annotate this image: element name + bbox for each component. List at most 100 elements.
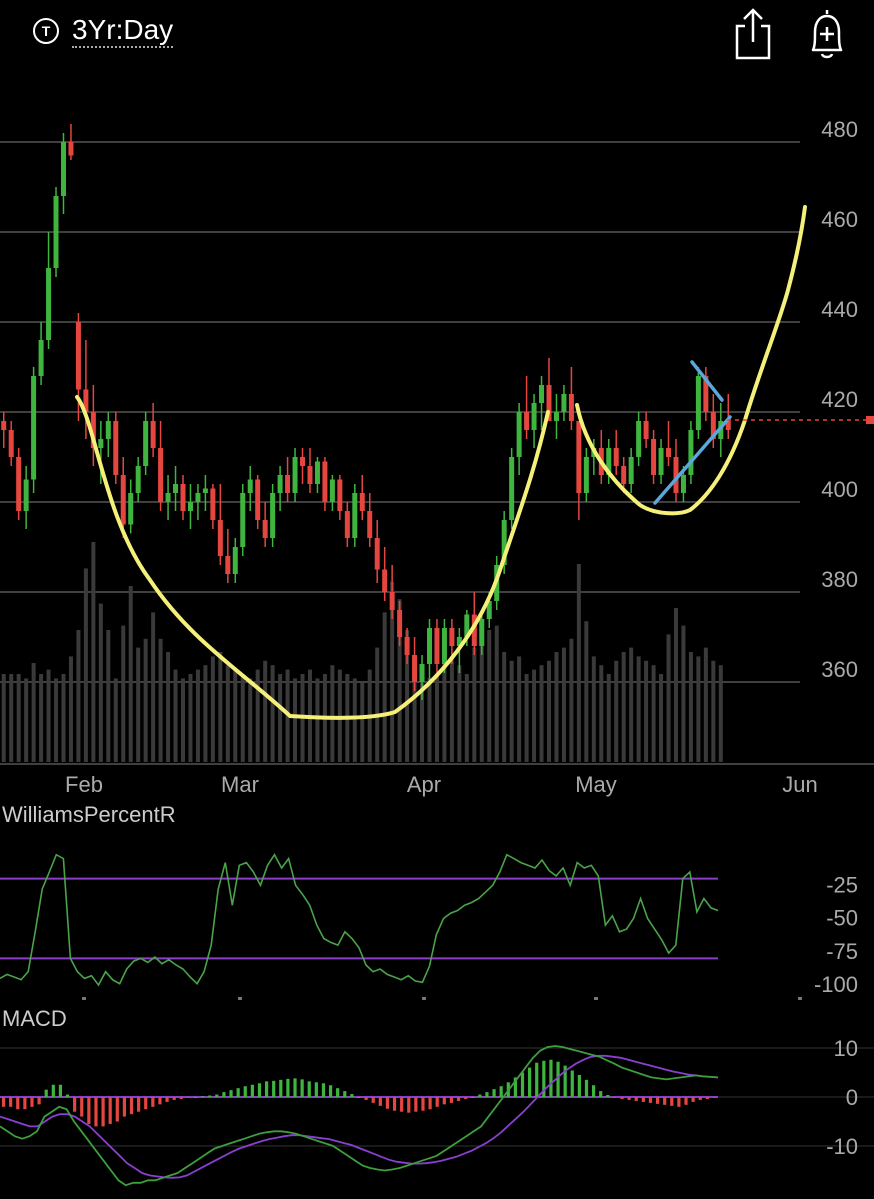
candle-body <box>158 448 164 502</box>
macd-histogram-bar <box>641 1097 645 1102</box>
candle-body <box>546 385 552 421</box>
macd-histogram-bar <box>37 1097 41 1105</box>
macd-histogram-bar <box>293 1078 297 1097</box>
candle-body <box>113 421 119 475</box>
volume-bar <box>479 634 484 762</box>
macd-histogram-bar <box>705 1097 709 1099</box>
volume-bar <box>524 674 529 762</box>
volume-bar <box>128 586 133 762</box>
macd-histogram-bar <box>428 1097 432 1110</box>
volume-bar <box>427 678 432 762</box>
macd-histogram-bar <box>556 1061 560 1097</box>
macd-histogram-bar <box>677 1097 681 1107</box>
macd-histogram-bar <box>385 1097 390 1109</box>
volume-bar <box>390 581 395 762</box>
volume-bar <box>173 669 178 762</box>
bell-plus-icon[interactable] <box>800 6 850 62</box>
period-selector[interactable]: 3Yr:Day <box>72 14 174 48</box>
candle-body <box>688 430 694 475</box>
volume-bar <box>502 652 507 762</box>
volume-bar <box>688 652 693 762</box>
macd-histogram-bar <box>499 1086 503 1097</box>
candle-body <box>486 601 492 619</box>
macd-histogram-bar <box>627 1097 631 1100</box>
macd-histogram-bar <box>101 1097 105 1127</box>
date-tick-mark <box>238 997 242 1000</box>
macd-histogram-bar <box>485 1092 489 1097</box>
macd-line <box>0 1045 719 1187</box>
candle-body <box>165 493 171 502</box>
macd-histogram-bar <box>364 1097 368 1100</box>
macd-histogram-bar <box>80 1097 84 1117</box>
macd-histogram-bar <box>307 1081 311 1097</box>
candle-body <box>509 457 515 520</box>
macd-histogram-bar <box>250 1084 254 1097</box>
candle-body <box>150 421 156 448</box>
candle-body <box>307 466 313 484</box>
price-tick-label: 380 <box>821 567 858 592</box>
macd-histogram-bar <box>272 1080 276 1097</box>
macd-histogram-bar <box>158 1097 162 1105</box>
macd-histogram-bar <box>620 1097 624 1099</box>
candle-body <box>680 475 686 493</box>
volume-bar <box>375 647 380 762</box>
volume-bar <box>76 630 81 762</box>
candle-body <box>636 421 642 457</box>
candle-body <box>367 511 373 538</box>
volume-bar <box>136 647 141 762</box>
macd-histogram-bar <box>449 1097 454 1103</box>
timeframe-icon[interactable]: T <box>33 18 59 44</box>
price-tick-label: 480 <box>821 117 858 142</box>
volume-bar <box>263 660 268 762</box>
volume-bar <box>1 674 6 762</box>
candle-body <box>479 619 485 646</box>
volume-bar <box>360 682 365 762</box>
macd-histogram-bar <box>648 1097 653 1103</box>
macd-histogram-bar <box>570 1070 574 1097</box>
macd-axis: 10 0 -10 <box>826 1036 858 1159</box>
macd-histogram-bar <box>257 1083 262 1097</box>
macd-histogram-bar <box>414 1097 418 1112</box>
candle-body <box>695 376 701 430</box>
volume-bar <box>659 674 664 762</box>
volume-bar <box>188 674 193 762</box>
candle-body <box>270 493 276 538</box>
volume-bar <box>46 669 51 762</box>
candle-body <box>419 664 425 682</box>
macd-histogram-bar <box>435 1097 439 1107</box>
macd-histogram-bar <box>684 1097 688 1105</box>
macd-histogram-bar <box>542 1060 546 1097</box>
volume-bar <box>554 652 559 762</box>
volume-bar <box>16 674 21 762</box>
volume-bar <box>442 652 447 762</box>
macd-histogram-bar <box>87 1097 91 1124</box>
volume-bar <box>576 564 581 762</box>
candle-body <box>38 340 44 376</box>
volume-bar <box>106 630 111 762</box>
candle-body <box>1 421 7 430</box>
candle-body <box>673 457 679 493</box>
price-tick-label: 420 <box>821 387 858 412</box>
volume-bar <box>621 652 626 762</box>
candle-body <box>46 268 52 340</box>
macd-histogram-bar <box>421 1097 425 1111</box>
volume-bar <box>457 665 462 762</box>
macd-histogram-bar <box>44 1089 48 1097</box>
volume-bar <box>569 638 574 762</box>
candle-body <box>60 142 66 196</box>
candle-body <box>426 628 432 664</box>
share-icon[interactable] <box>728 6 778 62</box>
macd-histogram-bar <box>357 1097 361 1098</box>
volume-bar <box>644 660 649 762</box>
volume-bar <box>703 647 708 762</box>
macd-histogram-bar <box>606 1095 610 1097</box>
candle-body <box>613 448 619 466</box>
cup-curve <box>75 395 550 720</box>
macd-histogram-bar <box>229 1090 233 1097</box>
candle-body <box>621 466 627 484</box>
williams-tick-label: -25 <box>826 872 858 897</box>
candle-body <box>68 142 74 156</box>
volume-bar <box>487 630 492 762</box>
macd-histogram-bar <box>613 1097 617 1098</box>
macd-histogram-bar <box>528 1067 532 1097</box>
